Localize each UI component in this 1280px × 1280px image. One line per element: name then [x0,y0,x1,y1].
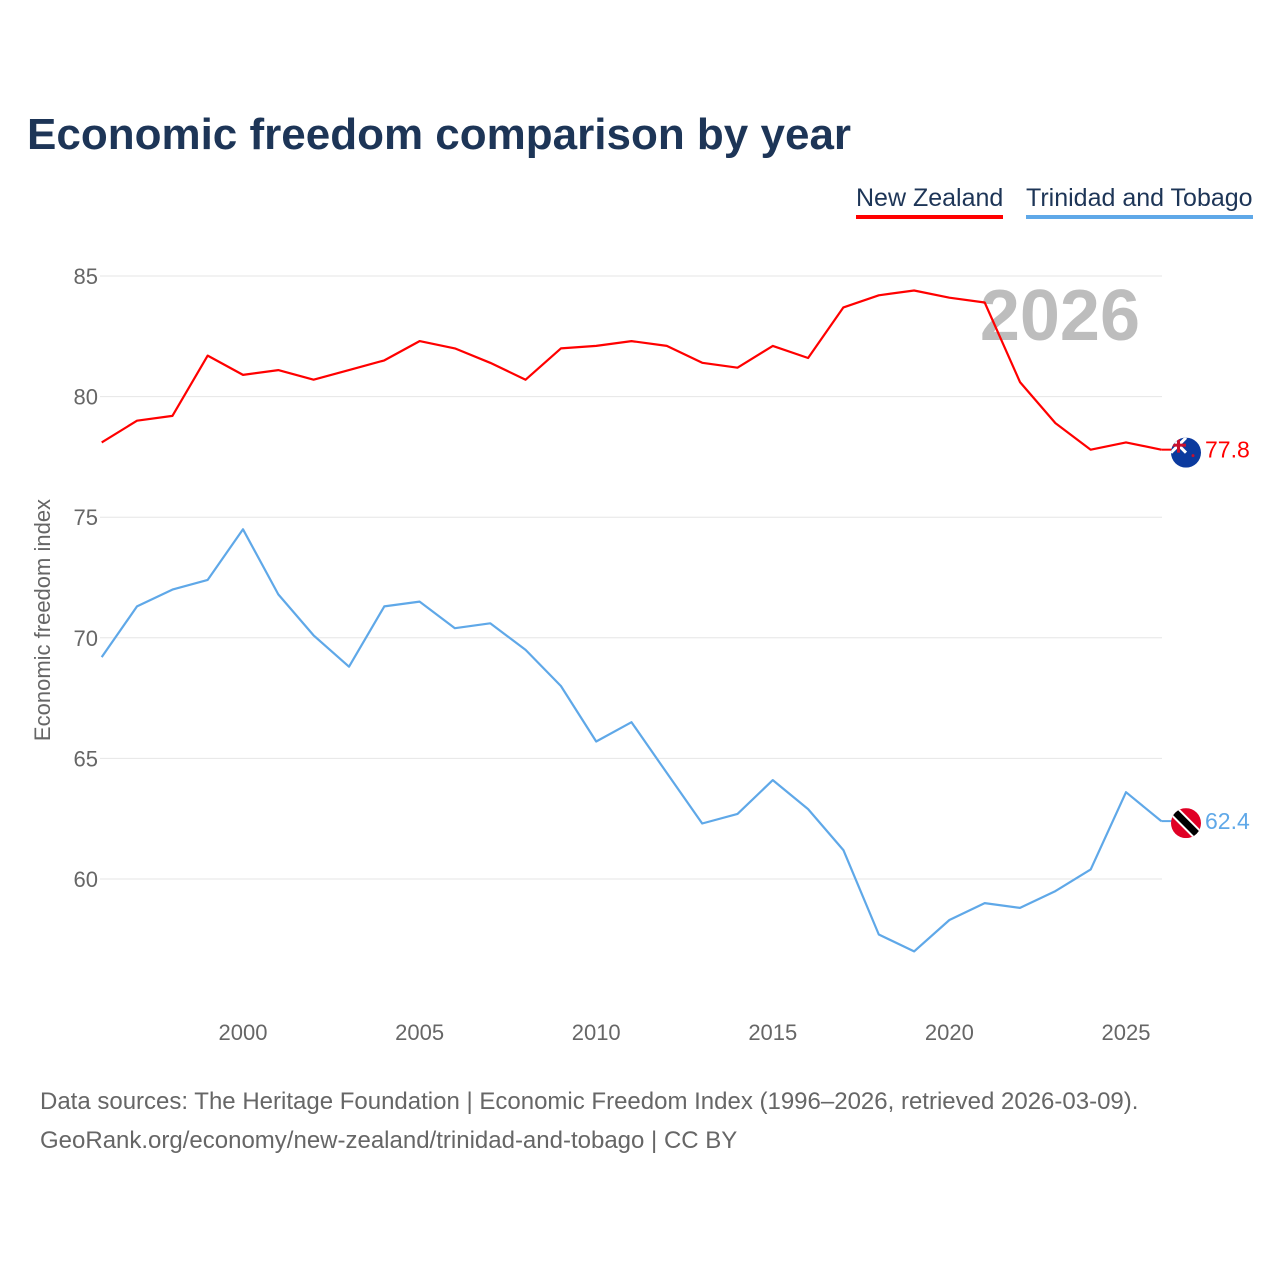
new-zealand-flag-icon [1171,437,1201,468]
y-axis-label: Economic freedom index [30,499,55,741]
trinidad-and-tobago-flag-icon [1171,808,1201,839]
y-tick-label: 80 [74,385,98,410]
x-tick-label: 2000 [219,1020,268,1045]
year-watermark: 2026 [980,276,1140,356]
y-tick-label: 70 [74,626,98,651]
x-tick-label: 2020 [925,1020,974,1045]
legend-new-zealand[interactable]: New Zealand [856,184,1004,219]
y-tick-label: 65 [74,746,98,771]
y-tick-label: 75 [74,505,98,530]
y-tick-label: 85 [74,264,98,289]
x-tick-label: 2025 [1102,1020,1151,1045]
line-chart: 60 65 70 75 80 85 2000 2005 2010 2015 2020 2025 Econ… [30,264,1250,1045]
legend-trinidad-and-tobago[interactable]: Trinidad and Tobago [1026,184,1253,219]
x-tick-label: 2015 [748,1020,797,1045]
x-tick-label: 2010 [572,1020,621,1045]
footer-sources: Data sources: The Heritage Foundation | … [40,1088,1139,1115]
chart-title: Economic freedom comparison by year [27,110,852,159]
series-line-trinidad-and-tobago [100,528,1162,953]
end-value-label: 77.8 [1205,437,1250,463]
y-tick-label: 60 [74,867,98,892]
end-value-label: 62.4 [1205,808,1250,834]
footer-attribution: GeoRank.org/economy/new-zealand/trinidad… [40,1127,738,1154]
series-line-new-zealand [101,289,1162,451]
x-tick-label: 2005 [395,1020,444,1045]
